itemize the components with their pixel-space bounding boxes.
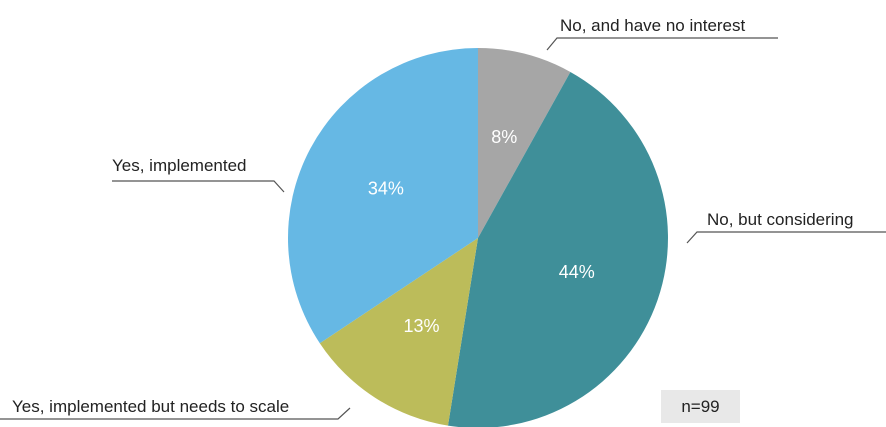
pie-slice-pct-3: 34% bbox=[368, 179, 404, 199]
pie-slices bbox=[288, 48, 668, 427]
percent-labels: 8% 44% 13% 34% bbox=[368, 127, 595, 336]
pie-slice-0 bbox=[478, 48, 571, 238]
pie-slice-pct-2: 13% bbox=[403, 316, 439, 336]
leader-line-implemented bbox=[112, 180, 285, 193]
pie-slice-2 bbox=[319, 238, 478, 426]
pie-slice-3 bbox=[288, 48, 478, 344]
label-considering: No, but considering bbox=[707, 210, 853, 229]
leader-line-needs-scale bbox=[0, 407, 351, 420]
label-needs-scale: Yes, implemented but needs to scale bbox=[12, 397, 289, 416]
sample-size-badge: n=99 bbox=[661, 390, 740, 423]
leader-line-no-interest bbox=[546, 37, 778, 51]
label-implemented: Yes, implemented bbox=[112, 156, 247, 175]
label-no-interest: No, and have no interest bbox=[560, 16, 746, 35]
leader-line-considering bbox=[686, 231, 886, 244]
pie-slice-pct-1: 44% bbox=[559, 262, 595, 282]
pie-slice-1 bbox=[447, 71, 668, 427]
pie-slice-pct-0: 8% bbox=[491, 127, 517, 147]
